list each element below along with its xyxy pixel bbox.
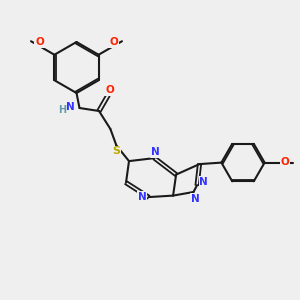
Text: H: H (58, 105, 67, 116)
Text: N: N (151, 147, 160, 157)
Text: S: S (112, 146, 120, 157)
Text: N: N (137, 191, 146, 202)
Text: N: N (199, 177, 208, 187)
Text: O: O (109, 37, 118, 47)
Text: N: N (190, 194, 200, 204)
Text: N: N (66, 102, 75, 112)
Text: O: O (35, 37, 44, 47)
Text: O: O (105, 85, 114, 95)
Text: O: O (280, 157, 290, 167)
